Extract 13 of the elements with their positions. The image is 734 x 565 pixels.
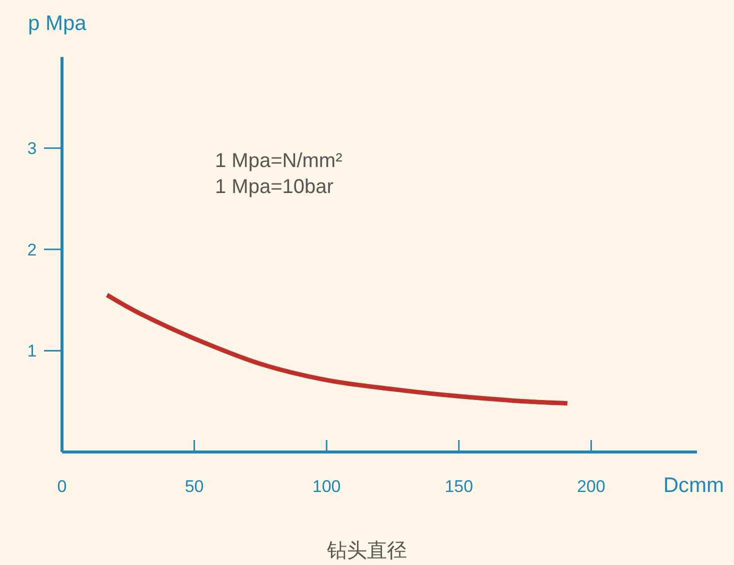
y-tick-label: 2 xyxy=(27,240,37,260)
x-tick-label: 200 xyxy=(576,477,606,496)
x-tick-label: 0 xyxy=(57,477,67,496)
y-tick-label: 3 xyxy=(27,139,37,158)
x-tick-label: 50 xyxy=(184,477,204,496)
x-tick-label: 150 xyxy=(444,477,474,496)
x-axis-title: Dcmm xyxy=(663,474,724,497)
x-tick-label: 100 xyxy=(312,477,341,496)
y-tick-label: 1 xyxy=(27,342,37,361)
annotation: 1 Mpa=10bar xyxy=(215,176,334,198)
annotation: 1 Mpa=N/mm² xyxy=(215,150,343,172)
text: 钻头直径 xyxy=(326,540,407,562)
y-axis-title: p Mpa xyxy=(28,12,87,35)
